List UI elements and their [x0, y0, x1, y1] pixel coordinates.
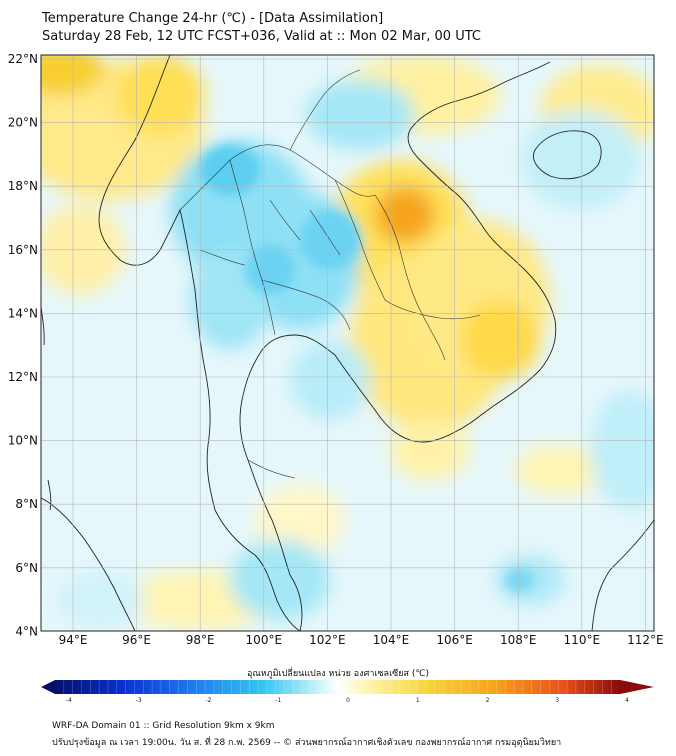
- footer-model-info: WRF-DA Domain 01 :: Grid Resolution 9km …: [52, 721, 275, 731]
- colorbar-tick-label: 2: [486, 697, 490, 704]
- colorbar-tick-label: 3: [555, 697, 559, 704]
- colorbar-title: อุณหภูมิเปลี่ยนแปลง หน่วย องศาเซลเซียส (…: [246, 669, 430, 679]
- lat-tick-label: 20°N: [8, 116, 38, 130]
- lon-tick-label: 96°E: [122, 633, 151, 647]
- colorbar-tick-label: -1: [275, 697, 281, 704]
- colorbar-tick-label: 1: [416, 697, 420, 704]
- lon-tick-label: 112°E: [627, 633, 664, 647]
- lat-tick-label: 16°N: [8, 243, 38, 257]
- temperature-field: [41, 55, 654, 631]
- lon-tick-label: 104°E: [373, 633, 410, 647]
- lon-tick-label: 102°E: [309, 633, 346, 647]
- colorbar-max-arrow: [620, 680, 654, 694]
- colorbar-tick-label: -2: [206, 697, 212, 704]
- footer-credit: ปรับปรุงข้อมูล ณ เวลา 19:00น. วัน ส. ที่…: [52, 738, 562, 748]
- lat-tick-label: 4°N: [15, 624, 38, 638]
- lon-tick-label: 108°E: [500, 633, 537, 647]
- coastlines: [41, 55, 654, 631]
- lat-tick-label: 18°N: [8, 179, 38, 193]
- lat-tick-label: 12°N: [8, 370, 38, 384]
- lon-tick-label: 98°E: [186, 633, 215, 647]
- lat-tick-label: 14°N: [8, 306, 38, 320]
- lat-tick-label: 6°N: [15, 561, 38, 575]
- colorbar-tick-label: -3: [136, 697, 142, 704]
- lon-tick-label: 94°E: [59, 633, 88, 647]
- colorbar-tick-label: 0: [346, 697, 350, 704]
- map-frame: [40, 54, 655, 632]
- colorbar-tick-label: 4: [625, 697, 629, 704]
- colorbar: -4 -3 -2 -1 0 1 2 3 4: [41, 680, 654, 704]
- colorbar-tick-label: -4: [66, 697, 72, 704]
- graticule: [41, 55, 654, 631]
- lon-tick-label: 110°E: [564, 633, 601, 647]
- map-subtitle: Saturday 28 Feb, 12 UTC FCST+036, Valid …: [42, 29, 481, 44]
- lat-tick-label: 10°N: [8, 434, 38, 448]
- lon-tick-label: 100°E: [246, 633, 283, 647]
- map-title: Temperature Change 24-hr (℃) - [Data Ass…: [42, 11, 384, 26]
- colorbar-min-arrow: [41, 680, 55, 694]
- longitude-axis: 94°E 96°E 98°E 100°E 102°E 104°E 106°E 108°E 110…: [59, 633, 664, 647]
- lon-tick-label: 106°E: [436, 633, 473, 647]
- lat-tick-label: 22°N: [8, 52, 38, 66]
- latitude-axis: 22°N 20°N 18°N 16°N 14°N 12°N 10°N 8°N 6°N 4°N: [8, 52, 38, 638]
- country-borders: [179, 69, 481, 479]
- lat-tick-label: 8°N: [15, 497, 38, 511]
